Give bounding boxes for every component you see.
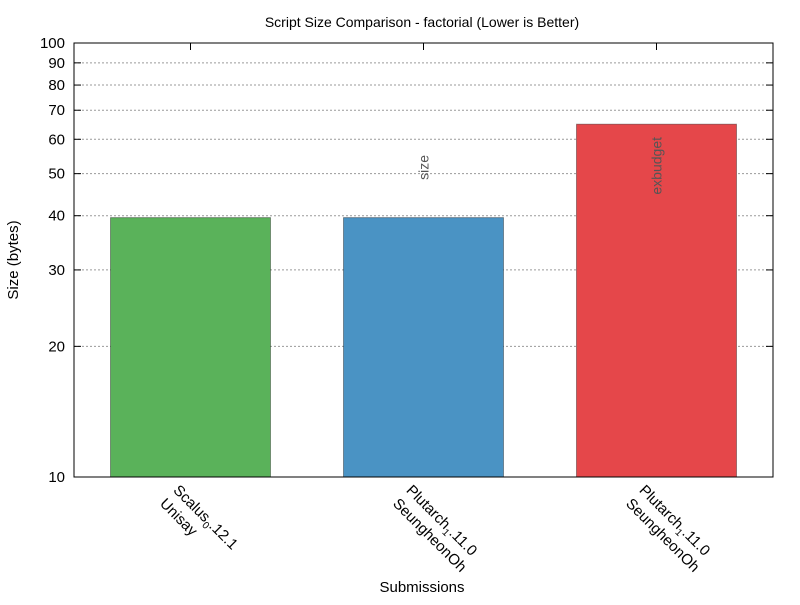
y-tick-label: 80: [48, 77, 65, 94]
y-axis-label: Size (bytes): [5, 220, 22, 299]
y-tick-label: 40: [48, 208, 65, 225]
bar: [576, 123, 737, 478]
y-tick-label: 70: [48, 102, 65, 119]
chart-title: Script Size Comparison - factorial (Lowe…: [265, 14, 579, 30]
y-tick-label: 50: [48, 166, 65, 183]
y-axis-ticks: 10 20 30 40 50 60 70 80 90 100: [40, 35, 773, 486]
annotation-label: exbudget: [649, 137, 665, 195]
annotation-label: size: [416, 155, 432, 180]
bar: [110, 217, 271, 478]
bars: [110, 123, 737, 478]
y-tick-label: 90: [48, 55, 65, 72]
y-tick-label: 10: [48, 469, 65, 486]
y-tick-label: 20: [48, 338, 65, 355]
x-axis-label: Submissions: [379, 579, 464, 596]
y-tick-label: 60: [48, 131, 65, 148]
y-tick-label: 30: [48, 262, 65, 279]
annotations: size exbudget: [416, 137, 665, 195]
bar: [343, 217, 504, 478]
y-tick-label: 100: [40, 35, 65, 52]
